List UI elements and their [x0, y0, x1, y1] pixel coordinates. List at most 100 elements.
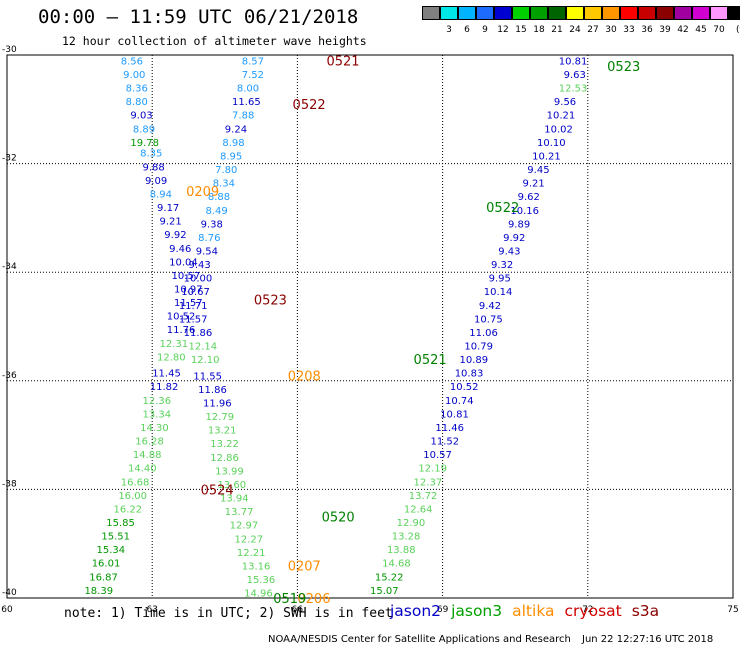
wave-height-value: 10.16: [510, 206, 539, 217]
wave-height-value: 8.34: [213, 179, 235, 190]
wave-height-value: 11.82: [150, 382, 179, 393]
wave-height-value: 10.81: [559, 56, 588, 67]
wave-height-value: 9.63: [564, 70, 586, 81]
wave-height-value: 9.21: [159, 217, 181, 228]
wave-height-value: 15.85: [106, 518, 135, 529]
wave-height-value: 8.88: [208, 192, 230, 203]
lon-tick-label: 75: [727, 605, 738, 615]
wave-height-value: 9.88: [143, 162, 165, 173]
wave-height-value: 11.45: [152, 369, 181, 380]
wave-height-value: 12.90: [397, 518, 426, 529]
wave-height-value: 13.16: [242, 561, 271, 572]
scale-swatch: [530, 6, 548, 20]
wave-height-value: 14.96: [244, 589, 273, 600]
wave-height-value: 10.04: [169, 257, 198, 268]
lat-tick-label: -32: [2, 154, 17, 164]
lat-tick-label: -36: [2, 371, 17, 381]
wave-height-value: 12.10: [191, 355, 220, 366]
wave-height-value: 9.24: [225, 124, 247, 135]
wave-height-value: 16.22: [113, 504, 142, 515]
scale-label: 6: [464, 25, 470, 35]
wave-height-value: 11.71: [179, 301, 208, 312]
wave-height-value: 10.21: [547, 111, 576, 122]
lon-tick-label: 69: [437, 605, 449, 615]
scale-swatch: [422, 6, 440, 20]
scale-swatch: [458, 6, 476, 20]
wave-height-value: 13.99: [215, 466, 244, 477]
scale-label: 21: [551, 25, 563, 35]
wave-height-value: 12.86: [210, 453, 239, 464]
pass-label: 0207: [288, 559, 321, 574]
wave-height-value: 8.57: [242, 56, 264, 67]
wave-height-value: 10.52: [450, 382, 479, 393]
scale-swatch: [476, 6, 494, 20]
wave-height-value: 9.43: [498, 246, 520, 257]
lat-tick-label: -38: [2, 479, 17, 489]
wave-height-value: 12.53: [559, 84, 588, 95]
wave-height-value: 8.89: [133, 124, 155, 135]
pass-label: 0208: [288, 369, 321, 384]
wave-height-value: 10.83: [455, 369, 484, 380]
wave-height-value: 8.35: [140, 149, 162, 160]
wave-height-value: 16.01: [92, 559, 121, 570]
footer-note: note: 1) Time is in UTC; 2) SWH is in fe…: [64, 606, 393, 621]
wave-height-value: 10.79: [464, 342, 493, 353]
lon-tick-label: 63: [146, 605, 157, 615]
wave-height-value: 19.78: [130, 138, 159, 149]
wave-height-value: 10.00: [184, 274, 213, 285]
scale-label: 39: [659, 25, 671, 35]
wave-height-value: 8.56: [121, 56, 143, 67]
wave-height-value: 11.86: [198, 385, 227, 396]
wave-height-value: 10.14: [484, 287, 513, 298]
pass-label: 0523: [254, 293, 287, 308]
wave-height-value: 9.54: [196, 246, 218, 257]
wave-height-value: 15.36: [247, 575, 276, 586]
wave-height-value: 11.96: [203, 399, 232, 410]
wave-height-value: 13.60: [218, 480, 247, 491]
wave-height-value: 10.57: [172, 271, 201, 282]
page-title: 00:00 – 11:59 UTC 06/21/2018: [38, 6, 359, 28]
wave-height-value: 10.97: [174, 284, 203, 295]
scale-label: 45: [695, 25, 707, 35]
wave-height-value: 12.80: [157, 352, 186, 363]
wave-height-value: 8.36: [126, 84, 148, 95]
wave-height-value: 12.97: [230, 521, 259, 532]
wave-height-value: 12.21: [237, 548, 266, 559]
wave-height-value: 11.57: [179, 314, 208, 325]
wave-height-value: 8.00: [237, 84, 259, 95]
wave-height-value: 7.52: [242, 70, 264, 81]
wave-height-value: 15.51: [101, 532, 130, 543]
wave-height-value: 16.87: [89, 572, 118, 583]
wave-height-value: 9.21: [522, 179, 544, 190]
wave-height-value: 12.27: [234, 534, 263, 545]
wave-height-value: 8.98: [222, 138, 244, 149]
scale-swatch: [692, 6, 710, 20]
scale-swatch: [710, 6, 728, 20]
wave-height-value: 11.55: [193, 371, 222, 382]
wave-height-value: 11.06: [469, 328, 498, 339]
map-frame: [6, 54, 734, 599]
wave-height-value: 15.22: [375, 572, 404, 583]
wave-height-value: 9.92: [164, 230, 186, 241]
wave-height-value: 7.80: [215, 165, 237, 176]
satellite-legend: jason2 jason3 altika cryosat s3a: [390, 602, 669, 620]
wave-height-value: 8.76: [198, 233, 220, 244]
scale-swatch: [584, 6, 602, 20]
wave-height-value: 9.32: [491, 260, 513, 271]
legend-item-cryosat: cryosat: [564, 602, 622, 620]
scale-swatch: [512, 6, 530, 20]
wave-height-value: 11.46: [435, 423, 464, 434]
wave-height-value: 14.30: [140, 423, 169, 434]
wave-height-value: 10.57: [423, 450, 452, 461]
wave-height-value: 9.17: [157, 203, 179, 214]
scale-swatch: [440, 6, 458, 20]
pass-label: 0522: [486, 201, 519, 216]
pass-label: 0524: [201, 483, 234, 498]
wave-height-value: 8.95: [220, 151, 242, 162]
wave-height-value: 13.94: [220, 494, 249, 505]
wave-height-value: 9.45: [527, 165, 549, 176]
wave-height-value: 10.75: [474, 314, 503, 325]
wave-height-value: 12.36: [143, 396, 172, 407]
lon-tick-label: 72: [582, 605, 593, 615]
wave-height-value: 9.95: [489, 274, 511, 285]
